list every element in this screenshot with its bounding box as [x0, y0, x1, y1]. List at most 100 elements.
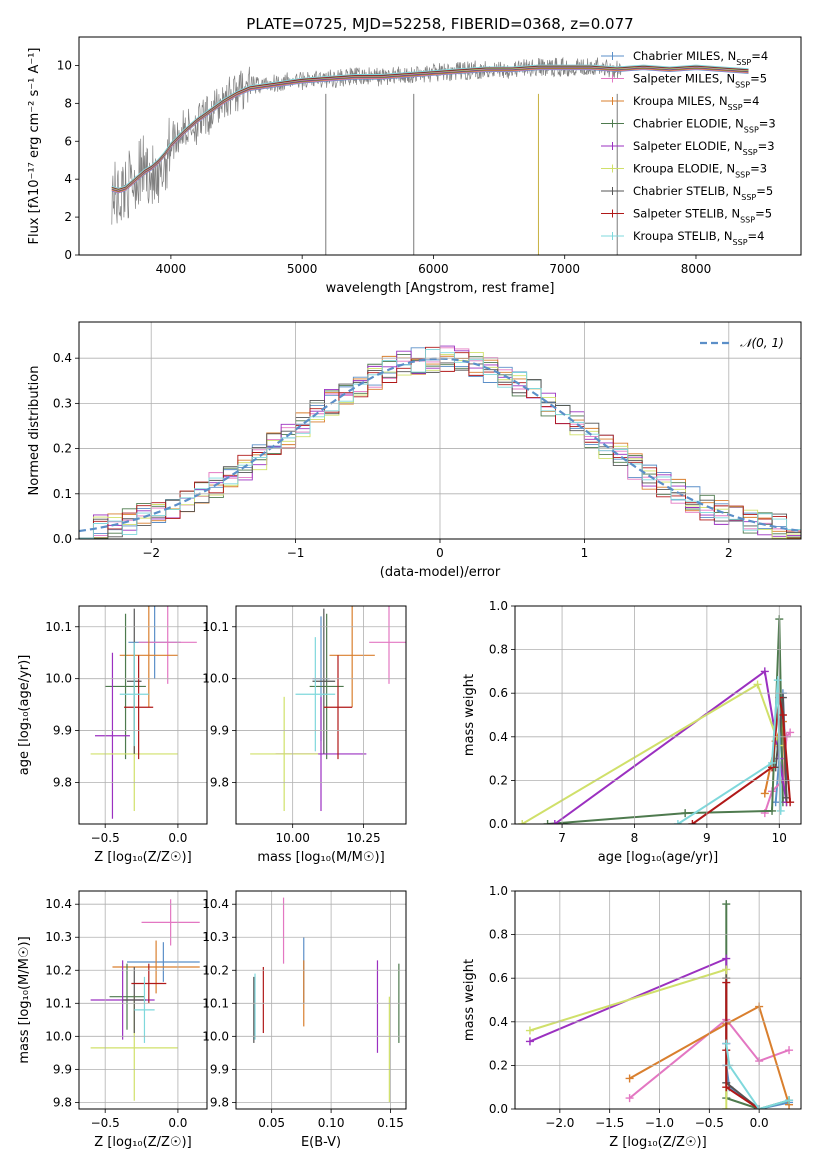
weight-series-line	[629, 1005, 790, 1105]
y-tick-label: 10.3	[45, 930, 72, 944]
legend-value: =3	[758, 139, 775, 153]
y-tick-label: 0.4	[53, 351, 72, 365]
legend-sub: SSP	[740, 215, 755, 224]
plot-area	[90, 606, 197, 819]
y-tick-label: 9.9	[210, 724, 229, 738]
x-tick-label: 7000	[549, 262, 580, 276]
weight-point	[518, 820, 527, 824]
x-axis-label: Z [log₁₀(Z/Z☉)]	[94, 850, 191, 865]
axes-frame	[78, 890, 208, 1110]
y-tick-label: 10.2	[202, 963, 229, 977]
legend-sub: SSP	[733, 238, 748, 247]
legend-value: =5	[750, 72, 767, 86]
weight-point	[722, 900, 731, 909]
y-tick-label: 0.1	[53, 487, 72, 501]
x-tick-label: 8	[631, 831, 639, 845]
model-fit-line	[111, 65, 749, 190]
x-tick-label: 0.05	[258, 1116, 285, 1130]
weight-point	[722, 1039, 731, 1048]
y-axis-label: Flux [fλ10⁻¹⁷ erg cm⁻² s⁻¹ A⁻¹]	[27, 48, 42, 245]
x-tick-label: 5000	[287, 262, 318, 276]
x-tick-label: 2	[725, 546, 733, 560]
axes-frame	[78, 36, 802, 256]
weight-point	[773, 676, 782, 685]
weight-point	[722, 978, 731, 987]
y-tick-label: 10.3	[202, 930, 229, 944]
y-tick-label: 0.8	[489, 928, 508, 942]
plot-area	[111, 56, 749, 255]
y-tick-label: 10.4	[202, 897, 229, 911]
x-tick-label: 8000	[681, 262, 712, 276]
y-tick-label: 10.0	[202, 1029, 229, 1043]
y-tick-label: 10.0	[45, 672, 72, 686]
y-tick-label: 0.6	[489, 686, 508, 700]
panel-weight-vs-age: 7 8 9 10 0.0 0.2 0.4 0.6 0.8 1.0 age [log₁₀(age/yr…	[462, 599, 802, 865]
legend-value: =5	[755, 207, 772, 221]
weight-series-line	[725, 982, 760, 1109]
legend-sub: SSP	[728, 103, 743, 112]
y-tick-label: 0.2	[53, 442, 72, 456]
x-tick-label: 10.25	[346, 831, 380, 845]
weight-point	[760, 667, 769, 676]
x-axis-label: (data-model)/error	[380, 565, 501, 580]
legend-value: =3	[750, 162, 767, 176]
legend-value: =3	[759, 117, 776, 131]
legend-value: =4	[748, 229, 765, 243]
y-axis-label: mass weight	[462, 959, 477, 1041]
plot-area	[90, 899, 200, 1101]
y-tick-label: 9.8	[210, 1095, 229, 1109]
weight-point	[722, 1105, 731, 1109]
x-tick-label: 1	[581, 546, 589, 560]
x-tick-label: −1.0	[645, 1116, 674, 1130]
legend-sub: SSP	[743, 148, 758, 157]
legend-label: 𝒩(0, 1)	[740, 336, 784, 350]
weight-point	[776, 806, 785, 815]
x-tick-label: −0.5	[91, 831, 120, 845]
y-axis-label: Normed distribution	[27, 366, 42, 496]
y-tick-label: 0.8	[489, 643, 508, 657]
weight-point	[673, 820, 682, 824]
y-tick-label: 6	[64, 134, 72, 148]
legend-sub: SSP	[736, 58, 751, 67]
weight-point	[550, 820, 559, 824]
y-tick-label: 9.9	[210, 1062, 229, 1076]
y-tick-label: 8	[64, 96, 72, 110]
weight-point	[543, 820, 552, 824]
y-tick-label: 0.2	[489, 773, 508, 787]
y-tick-label: 10.0	[202, 672, 229, 686]
y-tick-label: 10	[57, 58, 72, 72]
weight-point	[681, 809, 690, 818]
y-tick-label: 9.9	[53, 1062, 72, 1076]
x-axis-label: E(B-V)	[301, 1135, 341, 1150]
plot-area	[253, 897, 400, 1103]
axes-frame	[514, 605, 802, 825]
x-axis-label: wavelength [Angstrom, rest frame]	[326, 281, 555, 296]
x-tick-label: −0.5	[695, 1116, 724, 1130]
y-tick-label: 0	[64, 248, 72, 262]
y-tick-label: 0.3	[53, 396, 72, 410]
x-tick-label: 10.00	[275, 831, 309, 845]
panel-age-vs-Z: −0.5 0.0 9.8 9.9 10.0 10.1 Z [log₁₀(Z/Z☉)] age …	[17, 605, 208, 865]
panel-mass-vs-Z: −0.5 0.0 9.8 9.9 10.0 10.1 10.2 10.3 10.4 Z [log₁…	[17, 890, 208, 1150]
legend-sub: SSP	[741, 193, 756, 202]
x-tick-label: 6000	[418, 262, 449, 276]
legend-label: Salpeter STELIB, NSSP=5	[633, 207, 772, 225]
y-tick-label: 0.4	[489, 730, 508, 744]
weight-point	[786, 798, 795, 807]
y-tick-label: 1.0	[489, 599, 508, 613]
plot-area	[518, 615, 795, 824]
legend-label: Kroupa STELIB, NSSP=4	[633, 229, 764, 247]
x-tick-label: 0.0	[168, 831, 187, 845]
model-fit-line	[111, 69, 749, 194]
weight-point	[760, 789, 769, 798]
weight-point	[722, 1083, 731, 1092]
axes-frame	[235, 890, 407, 1110]
legend-value: =4	[743, 94, 760, 108]
x-tick-label: 4000	[156, 262, 187, 276]
panel-mass-vs-ebv: 0.05 0.10 0.15 9.8 9.9 10.0 10.1 10.2 10.3 10.4 E(…	[202, 890, 407, 1150]
legend-label: Salpeter ELODIE, NSSP=3	[633, 139, 775, 157]
x-axis-label: mass [log₁₀(M/M☉)]	[257, 850, 384, 865]
x-tick-label: 0	[436, 546, 444, 560]
weight-point	[722, 965, 731, 974]
